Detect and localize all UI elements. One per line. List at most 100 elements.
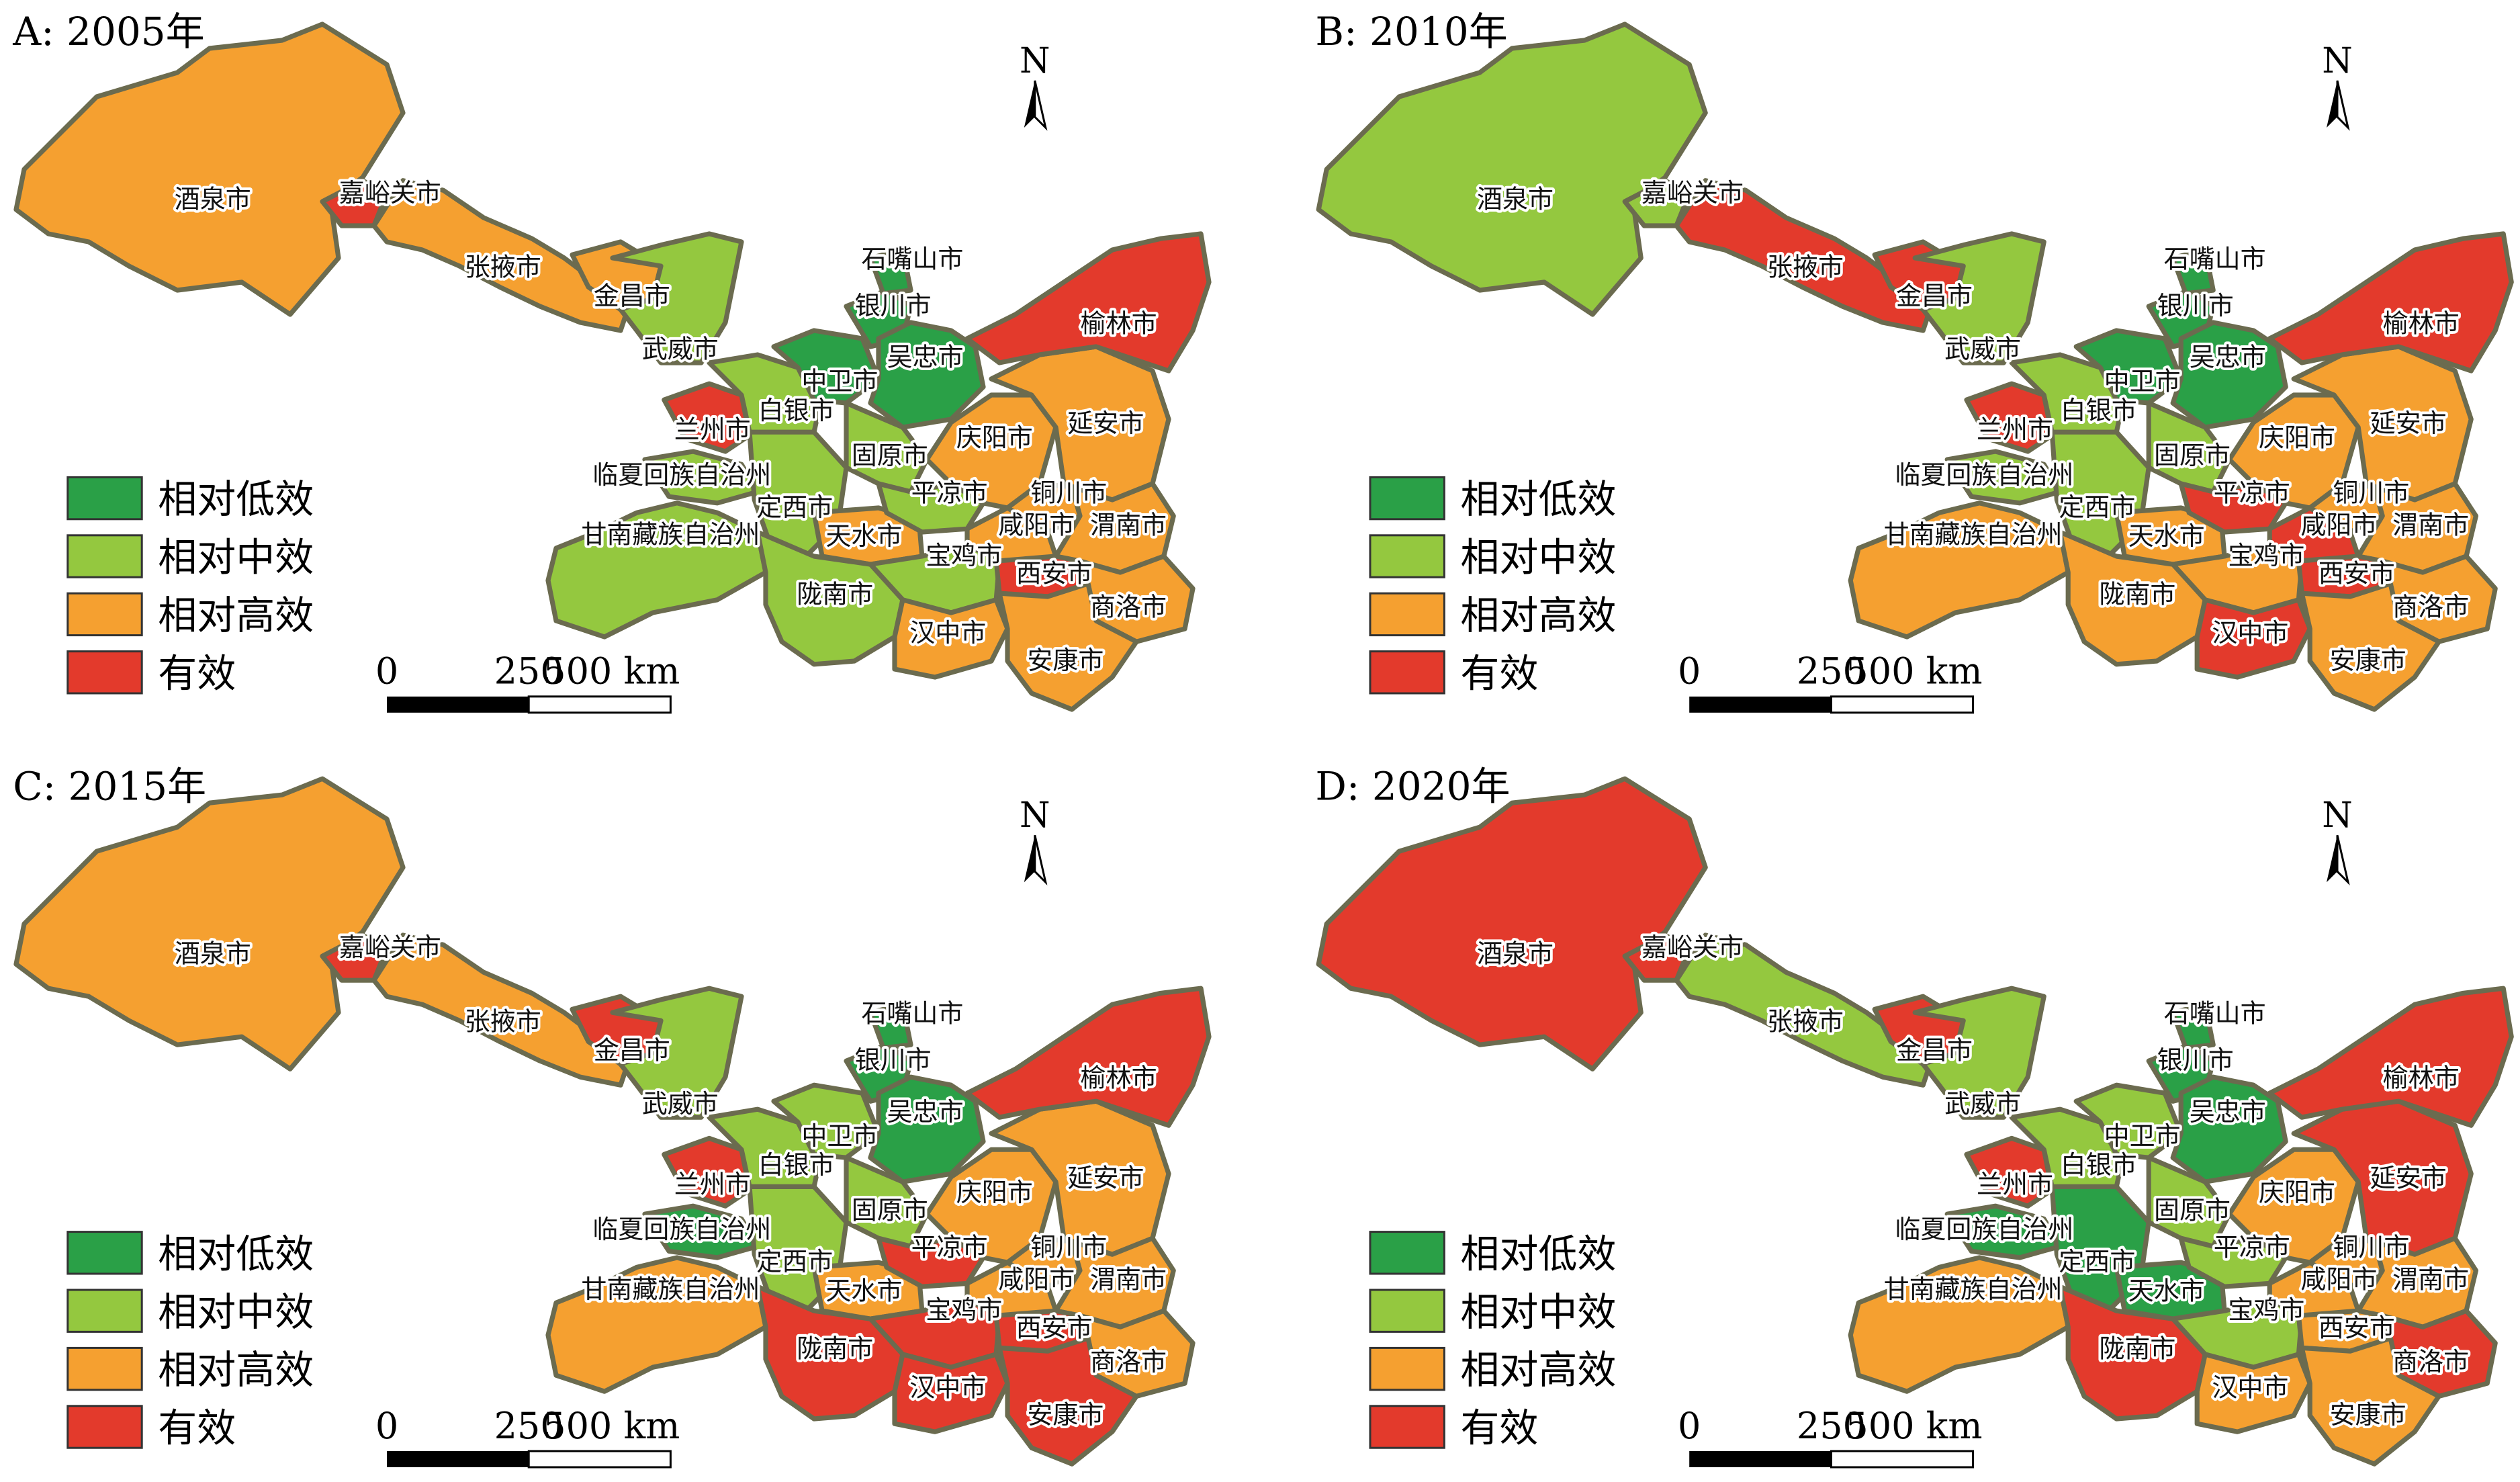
- city-label-longnan: 陇南市: [2099, 580, 2175, 609]
- city-label-shizuishan: 石嘴山市: [2164, 244, 2266, 273]
- city-label-lanzhou: 兰州市: [674, 415, 751, 445]
- city-label-wuwei: 武威市: [642, 1089, 719, 1119]
- region-wuwei: [610, 986, 744, 1120]
- city-label-ankang: 安康市: [1027, 646, 1104, 675]
- city-label-jiuquan: 酒泉市: [1477, 939, 1554, 969]
- city-label-qingyang: 庆阳市: [956, 423, 1033, 453]
- scale-label-0: 0: [1678, 650, 1701, 693]
- region-ankang: [2299, 581, 2441, 712]
- panel-title: C: 2015年: [13, 763, 206, 809]
- city-label-ankang: 安康市: [1027, 1400, 1104, 1430]
- scale-bar-white: [1830, 695, 1975, 714]
- city-label-hanzhong: 汉中市: [909, 1372, 986, 1402]
- city-label-lanzhou: 兰州市: [1977, 415, 2053, 445]
- city-label-xian: 西安市: [1016, 558, 1093, 588]
- region-pingliang: [2178, 481, 2288, 535]
- region-wuzhong: [868, 1074, 986, 1184]
- region-wuzhong: [2170, 1074, 2288, 1184]
- region-jiuquan: [1316, 21, 1708, 317]
- city-label-yanan: 延安市: [2370, 408, 2447, 438]
- city-label-longnan: 陇南市: [797, 1334, 873, 1364]
- region-wuwei: [1912, 986, 2046, 1120]
- city-label-shangluo: 商洛市: [1090, 593, 1167, 622]
- city-label-jiuquan: 酒泉市: [175, 939, 251, 969]
- legend-swatch-relatively_low: [1369, 476, 1445, 521]
- city-label-pingliang: 平凉市: [2214, 1233, 2290, 1262]
- region-jiayuguan: [1622, 178, 1692, 228]
- city-label-wuwei: 武威市: [1944, 1089, 2021, 1119]
- city-label-xianyang: 咸阳市: [998, 510, 1075, 539]
- north-arrow-icon: [2327, 834, 2350, 885]
- city-label-yulin: 榆林市: [1081, 308, 1157, 338]
- legend-label-relatively_medium: 相对中效: [1460, 1289, 1616, 1335]
- scale-bar-white: [527, 695, 672, 714]
- region-zhongwei: [2073, 328, 2184, 406]
- city-label-yinchuan: 银川市: [855, 1045, 932, 1075]
- city-label-shizuishan: 石嘴山市: [861, 999, 963, 1029]
- region-zhongwei: [771, 1082, 881, 1160]
- city-label-guyuan: 固原市: [2154, 1195, 2231, 1225]
- city-label-jiayuguan: 嘉峪关市: [1641, 932, 1744, 962]
- region-layer: [13, 21, 1212, 712]
- city-label-xian: 西安市: [2319, 1313, 2395, 1343]
- city-label-jiayuguan: 嘉峪关市: [339, 178, 441, 208]
- city-label-wuzhong: 吴忠市: [887, 343, 964, 372]
- city-label-yinchuan: 银川市: [855, 291, 932, 320]
- city-label-tianshui: 天水市: [825, 1276, 902, 1305]
- north-label: N: [2322, 41, 2353, 81]
- city-label-jinchang: 金昌市: [1896, 281, 1973, 311]
- city-label-baiyin: 白银市: [2061, 396, 2137, 425]
- region-yulin: [964, 986, 1212, 1128]
- city-label-dingxi: 定西市: [756, 492, 833, 522]
- city-label-tongchuan: 铜川市: [1030, 478, 1107, 507]
- region-qingyang: [2226, 392, 2361, 511]
- city-label-linxia: 临夏回族自治州: [1895, 1215, 2073, 1244]
- city-label-wuwei: 武威市: [642, 335, 719, 364]
- city-label-guyuan: 固原市: [852, 1195, 928, 1225]
- legend-label-effective: 有效: [1460, 1405, 1538, 1451]
- city-label-pingliang: 平凉市: [911, 1233, 988, 1262]
- scale-bar-black: [1689, 1451, 1832, 1467]
- city-label-jinchang: 金昌市: [1896, 1036, 1973, 1065]
- city-label-longnan: 陇南市: [2099, 1334, 2175, 1364]
- scale-label-0: 0: [375, 650, 398, 693]
- scale-bar-black: [387, 1451, 529, 1467]
- region-shizuishan: [2170, 247, 2216, 296]
- city-label-jiayuguan: 嘉峪关市: [339, 932, 441, 962]
- city-label-linxia: 临夏回族自治州: [592, 1215, 771, 1244]
- legend-label-relatively_medium: 相对中效: [1460, 535, 1616, 580]
- city-label-guyuan: 固原市: [2154, 441, 2231, 470]
- panel-title: A: 2005年: [12, 9, 204, 54]
- north-arrow-icon: [1024, 80, 1048, 131]
- region-yulin: [2267, 231, 2514, 374]
- region-jiuquan: [13, 21, 406, 317]
- legend-swatch-relatively_medium: [66, 534, 143, 578]
- city-label-ankang: 安康市: [2330, 646, 2406, 675]
- region-jiayuguan: [320, 932, 390, 983]
- city-label-xianyang: 咸阳市: [998, 1265, 1075, 1295]
- city-label-baoji: 宝鸡市: [2228, 1295, 2304, 1325]
- city-label-yinchuan: 银川市: [2157, 291, 2234, 320]
- region-wuzhong: [868, 320, 986, 430]
- city-label-baiyin: 白银市: [758, 1150, 835, 1180]
- region-layer: [13, 776, 1212, 1467]
- city-label-tongchuan: 铜川市: [1030, 1233, 1107, 1262]
- city-label-qingyang: 庆阳市: [2259, 423, 2335, 453]
- city-label-xian: 西安市: [1016, 1313, 1093, 1343]
- city-label-gannan: 甘南藏族自治州: [581, 1274, 760, 1304]
- region-jiuquan: [1316, 776, 1708, 1072]
- scale-bar-black: [1689, 696, 1832, 713]
- city-label-jiuquan: 酒泉市: [1477, 185, 1554, 214]
- city-label-dingxi: 定西市: [2059, 492, 2135, 522]
- city-label-xianyang: 咸阳市: [2300, 1265, 2377, 1295]
- legend-swatch-relatively_high: [66, 592, 143, 637]
- region-hanzhong: [2194, 597, 2312, 680]
- scale-label-0: 0: [1678, 1405, 1701, 1447]
- city-label-weinan: 渭南市: [2392, 510, 2469, 539]
